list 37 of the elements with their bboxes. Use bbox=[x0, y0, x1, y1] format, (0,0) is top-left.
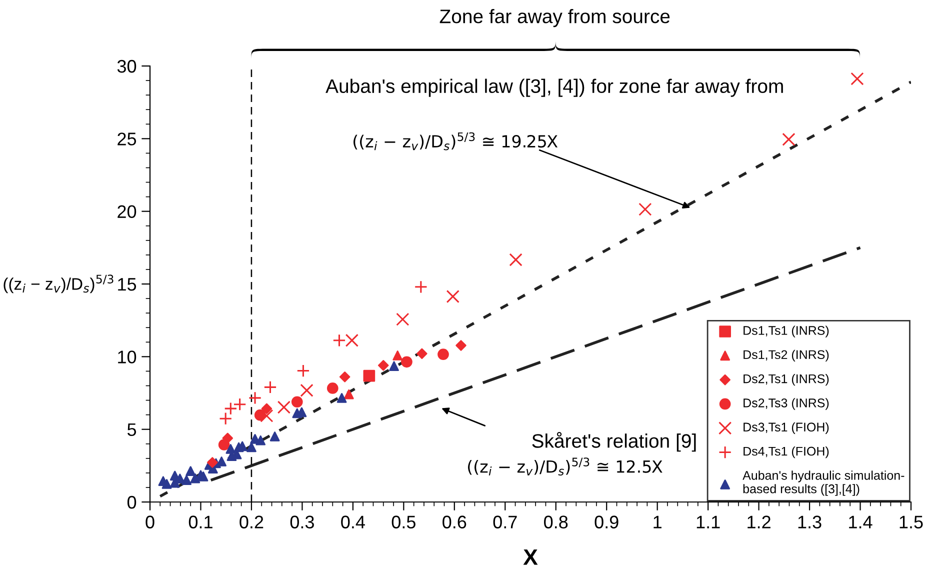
x-tick-label: 0 bbox=[146, 516, 154, 528]
y-tick-label: 0 bbox=[127, 496, 136, 509]
x-tick-label: 1 bbox=[654, 516, 662, 528]
x-tick-label: 0.7 bbox=[493, 516, 517, 528]
x-tick-label: 0.3 bbox=[290, 516, 314, 528]
x-tick-label: 0.2 bbox=[240, 516, 264, 528]
legend-label: Ds4,Ts1 (FIOH) bbox=[744, 446, 829, 458]
legend-label: Auban's hydraulic simulation- based results ([3],[4]) bbox=[742, 470, 904, 496]
x-tick-label: 1.5 bbox=[900, 516, 923, 528]
annotation: Auban's empirical law ([3], [4]) for zone far away from bbox=[326, 78, 783, 97]
y-tick-label: 25 bbox=[118, 132, 136, 146]
legend-label: Ds2,Ts3 (INRS) bbox=[744, 398, 829, 410]
x-axis-title: X bbox=[523, 550, 538, 565]
x-tick-label: 0.5 bbox=[392, 516, 416, 528]
legend-label: Ds1,Ts2 (INRS) bbox=[744, 350, 829, 362]
x-tick-label: 1.2 bbox=[748, 516, 770, 528]
x-tick-label: 0.9 bbox=[594, 516, 618, 528]
x-tick-label: 0.1 bbox=[188, 516, 212, 528]
annotation: Skåret's relation [9] bbox=[532, 432, 696, 452]
legend-label: Ds3,Ts1 (FIOH) bbox=[744, 422, 829, 434]
legend-label: Ds1,Ts1 (INRS) bbox=[744, 326, 829, 338]
x-tick-label: 0.8 bbox=[544, 516, 568, 528]
x-tick-label: 1.3 bbox=[798, 516, 822, 528]
y-tick-label: 15 bbox=[118, 278, 136, 291]
y-axis-title: ((z$_{i}$ − z$_{v}$)/D$_{s}$)$^{5/3}$ bbox=[4, 274, 114, 294]
text: ((z$_{i}$ − z$_{v}$)/D$_{s}$)$^{5/3}$ ≅ 12.5X bbox=[468, 458, 662, 476]
legend-label: Ds2,Ts1 (INRS) bbox=[744, 374, 829, 386]
x-tick-label: 0.4 bbox=[341, 516, 365, 528]
x-tick-label: 1.4 bbox=[849, 516, 872, 528]
y-tick-label: 5 bbox=[127, 423, 136, 436]
x-tick-label: 0.6 bbox=[442, 516, 466, 528]
y-tick-label: 20 bbox=[118, 205, 136, 218]
x-tick-label: 1.1 bbox=[696, 516, 720, 528]
text: ((z$_{i}$ − z$_{v}$)/D$_{s}$)$^{5/3}$ ≅ 19.25X bbox=[354, 132, 558, 150]
y-tick-label: 10 bbox=[118, 350, 136, 364]
text: Zone far away from source bbox=[440, 9, 670, 28]
y-tick-label: 30 bbox=[117, 60, 136, 73]
